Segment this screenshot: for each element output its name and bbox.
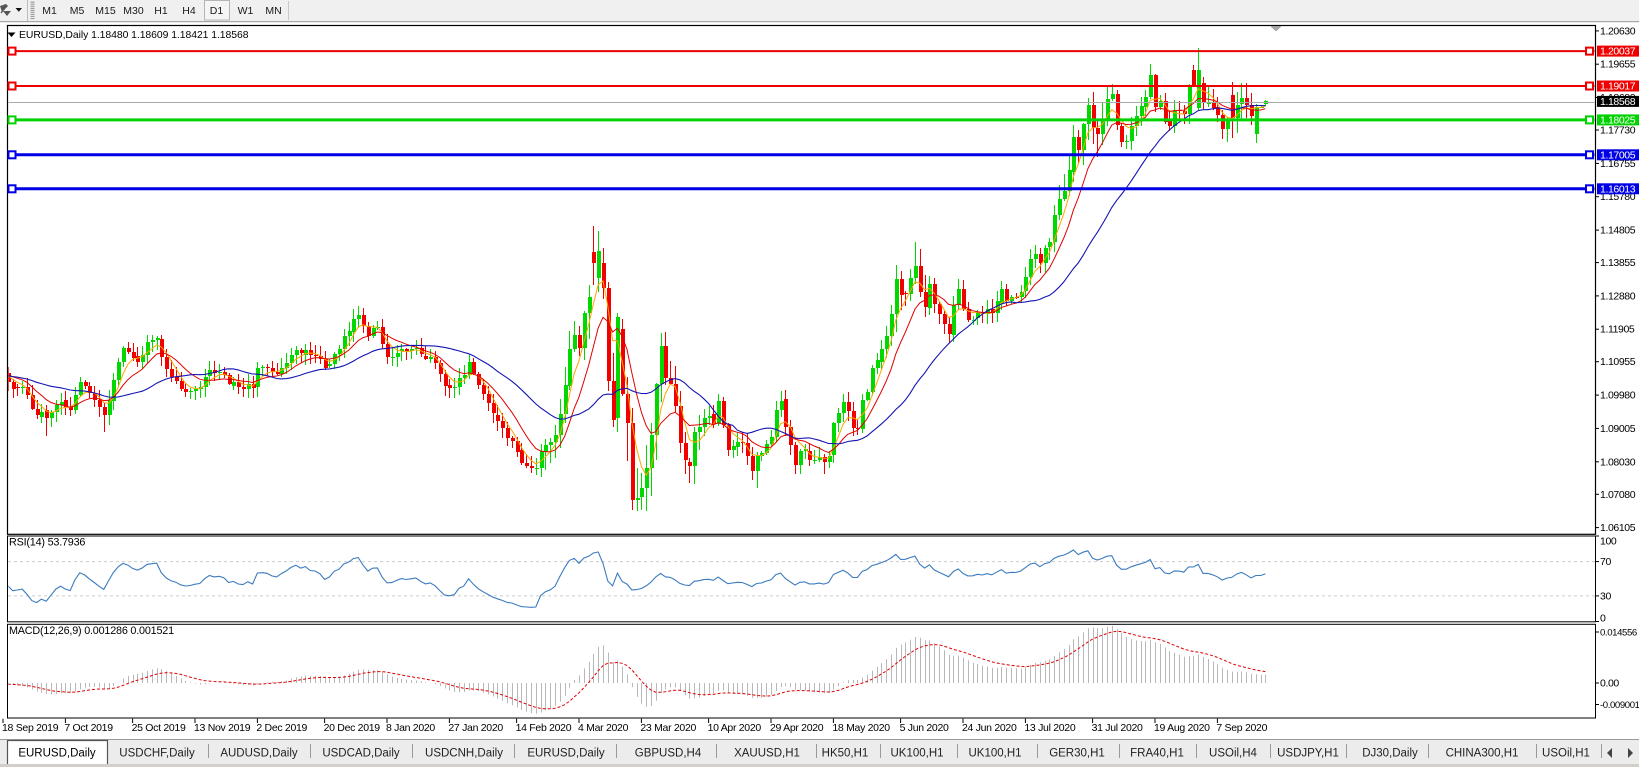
svg-text:7 Oct 2019: 7 Oct 2019 (64, 722, 113, 734)
svg-text:EURUSD,Daily 1.18480 1.18609: EURUSD,Daily 1.18480 1.18609 1.18421 1.1… (19, 30, 249, 41)
svg-text:13 Jul 2020: 13 Jul 2020 (1024, 722, 1075, 734)
svg-text:23 Mar 2020: 23 Mar 2020 (640, 722, 696, 734)
svg-text:1.08030: 1.08030 (1600, 456, 1636, 468)
svg-text:30: 30 (1600, 590, 1611, 602)
svg-text:1.18025: 1.18025 (1600, 114, 1636, 126)
svg-text:M5: M5 (70, 5, 85, 17)
svg-text:0.014556: 0.014556 (1600, 628, 1637, 639)
svg-text:1.20630: 1.20630 (1600, 25, 1636, 37)
svg-text:1.06105: 1.06105 (1600, 522, 1636, 534)
svg-text:UK100,H1: UK100,H1 (890, 748, 943, 760)
svg-text:EURUSD,Daily: EURUSD,Daily (18, 748, 96, 760)
svg-text:1.19655: 1.19655 (1600, 59, 1636, 71)
svg-text:19 Aug 2020: 19 Aug 2020 (1154, 722, 1210, 734)
svg-text:MACD(12,26,9) 0.001286 0.00152: MACD(12,26,9) 0.001286 0.001521 (9, 625, 174, 637)
svg-text:0.00: 0.00 (1600, 678, 1619, 690)
svg-text:70: 70 (1600, 556, 1611, 568)
svg-text:1.20037: 1.20037 (1600, 46, 1636, 58)
svg-text:W1: W1 (238, 5, 254, 17)
svg-text:DJ30,Daily: DJ30,Daily (1362, 748, 1418, 760)
svg-text:1.12880: 1.12880 (1600, 290, 1636, 302)
svg-text:18 Sep 2019: 18 Sep 2019 (2, 722, 59, 734)
svg-text:2 Dec 2019: 2 Dec 2019 (256, 722, 307, 734)
svg-text:1.14805: 1.14805 (1600, 225, 1636, 237)
svg-text:4 Mar 2020: 4 Mar 2020 (578, 722, 629, 734)
svg-text:24 Jun 2020: 24 Jun 2020 (962, 722, 1017, 734)
svg-text:RSI(14) 53.7936: RSI(14) 53.7936 (9, 537, 85, 549)
svg-text:-0.009001: -0.009001 (1600, 700, 1639, 711)
svg-text:25 Oct 2019: 25 Oct 2019 (132, 722, 186, 734)
svg-text:M30: M30 (123, 5, 144, 17)
svg-text:100: 100 (1600, 536, 1617, 548)
svg-text:1.09980: 1.09980 (1600, 390, 1636, 402)
svg-text:USDCAD,Daily: USDCAD,Daily (322, 748, 400, 760)
svg-text:M15: M15 (95, 5, 116, 17)
svg-text:1.19017: 1.19017 (1600, 81, 1636, 93)
svg-text:29 Apr 2020: 29 Apr 2020 (770, 722, 824, 734)
svg-text:13 Nov 2019: 13 Nov 2019 (194, 722, 251, 734)
svg-text:UK100,H1: UK100,H1 (968, 748, 1021, 760)
svg-text:USDCNH,Daily: USDCNH,Daily (425, 748, 503, 760)
svg-text:1.09005: 1.09005 (1600, 423, 1636, 435)
svg-text:M1: M1 (42, 5, 57, 17)
svg-text:5 Jun 2020: 5 Jun 2020 (900, 722, 949, 734)
svg-text:GER30,H1: GER30,H1 (1049, 748, 1105, 760)
svg-text:27 Jan 2020: 27 Jan 2020 (448, 722, 503, 734)
svg-text:1.11905: 1.11905 (1600, 324, 1635, 336)
svg-text:USOil,H1: USOil,H1 (1542, 748, 1590, 760)
svg-text:0: 0 (1600, 612, 1606, 624)
svg-text:31 Jul 2020: 31 Jul 2020 (1092, 722, 1143, 734)
svg-text:HK50,H1: HK50,H1 (822, 748, 869, 760)
svg-text:1.17730: 1.17730 (1600, 125, 1636, 137)
svg-text:H4: H4 (182, 5, 196, 17)
svg-text:MN: MN (265, 5, 281, 17)
svg-text:1.16755: 1.16755 (1600, 158, 1636, 170)
svg-text:EURUSD,Daily: EURUSD,Daily (527, 748, 605, 760)
svg-text:USDCHF,Daily: USDCHF,Daily (119, 748, 195, 760)
svg-text:10 Apr 2020: 10 Apr 2020 (708, 722, 762, 734)
svg-text:USOil,H4: USOil,H4 (1209, 748, 1258, 760)
svg-text:7 Sep 2020: 7 Sep 2020 (1216, 722, 1267, 734)
svg-text:14 Feb 2020: 14 Feb 2020 (516, 722, 572, 734)
svg-text:1.16013: 1.16013 (1600, 183, 1636, 195)
svg-text:1.17005: 1.17005 (1600, 149, 1636, 161)
svg-text:FRA40,H1: FRA40,H1 (1130, 748, 1184, 760)
svg-text:20 Dec 2019: 20 Dec 2019 (324, 722, 381, 734)
svg-text:GBPUSD,H4: GBPUSD,H4 (635, 748, 702, 760)
svg-text:1.13855: 1.13855 (1600, 257, 1636, 269)
svg-text:AUDUSD,Daily: AUDUSD,Daily (220, 748, 298, 760)
svg-text:18 May 2020: 18 May 2020 (832, 722, 890, 734)
svg-text:8 Jan 2020: 8 Jan 2020 (386, 722, 435, 734)
svg-text:1.10955: 1.10955 (1600, 356, 1636, 368)
svg-text:H1: H1 (154, 5, 168, 17)
svg-text:CHINA300,H1: CHINA300,H1 (1446, 748, 1519, 760)
svg-text:1.18568: 1.18568 (1600, 96, 1636, 108)
svg-text:1.07080: 1.07080 (1600, 489, 1636, 501)
svg-text:XAUUSD,H1: XAUUSD,H1 (734, 748, 800, 760)
svg-text:USDJPY,H1: USDJPY,H1 (1277, 748, 1339, 760)
svg-text:D1: D1 (210, 5, 224, 17)
